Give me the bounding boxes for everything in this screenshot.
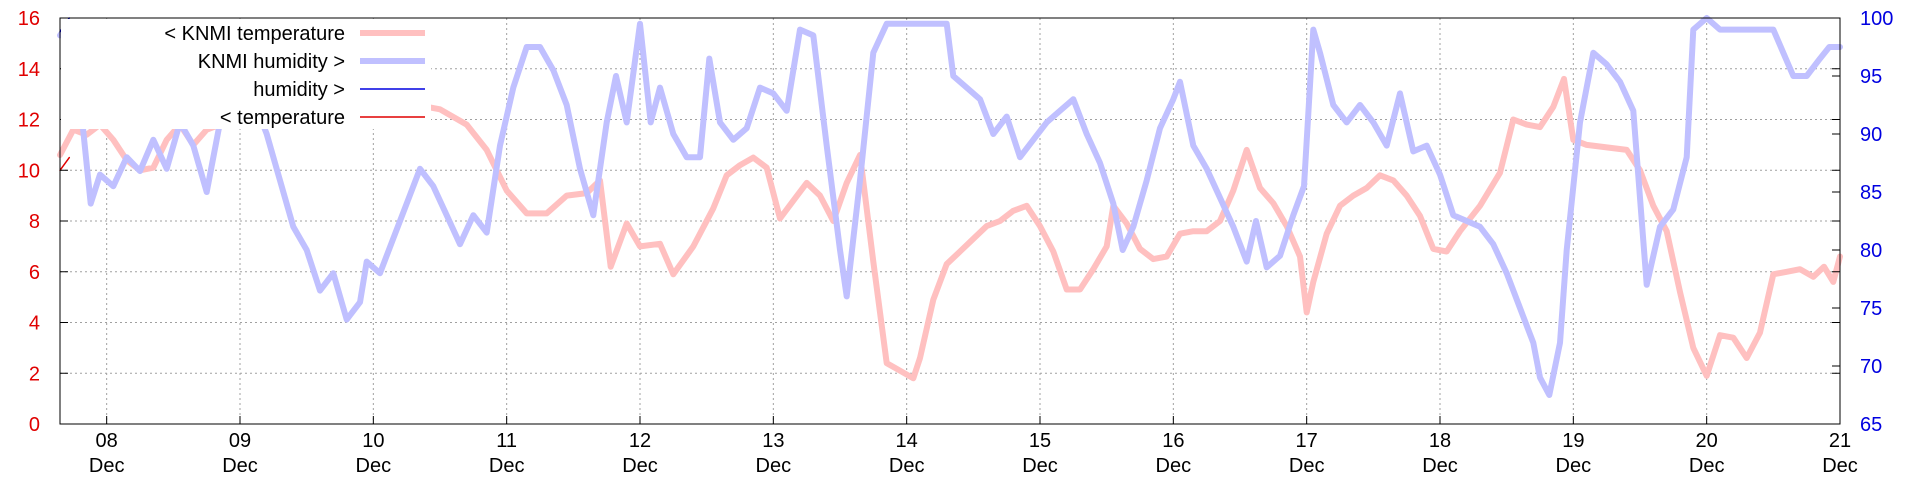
y-left-tick-label: 2	[29, 363, 40, 385]
legend-label: KNMI humidity >	[198, 51, 345, 73]
y-left-tick-label: 14	[18, 59, 40, 81]
y-right-tick-label: 75	[1860, 298, 1882, 320]
x-tick-label-day: 17	[1296, 430, 1318, 452]
legend-background	[61, 19, 431, 129]
x-tick-label-month: Dec	[1422, 455, 1458, 477]
x-tick-label-month: Dec	[222, 455, 258, 477]
x-tick-label-month: Dec	[622, 455, 658, 477]
x-tick-label-day: 18	[1429, 430, 1451, 452]
x-tick-label-day: 08	[96, 430, 118, 452]
y-right-tick-label: 65	[1860, 414, 1882, 436]
legend-label: humidity >	[253, 79, 345, 101]
x-tick-label-month: Dec	[489, 455, 525, 477]
y-left-tick-label: 6	[29, 262, 40, 284]
x-tick-label-day: 14	[896, 430, 918, 452]
y-left-tick-label: 16	[18, 8, 40, 30]
x-tick-label-day: 15	[1029, 430, 1051, 452]
y-left-tick-label: 4	[29, 313, 40, 335]
series-line-3	[59, 156, 71, 172]
x-tick-label-month: Dec	[89, 455, 125, 477]
legend: < KNMI temperature KNMI humidity > humidit…	[61, 19, 431, 129]
y-right-tick-label: 95	[1860, 66, 1882, 88]
axis-ticks: 0 2 4 6 8 10 12 14 16 65 70 75 80 85 90 95 100 08 Dec 09 Dec…	[18, 8, 1894, 477]
x-tick-label-day: 21	[1829, 430, 1851, 452]
y-right-tick-label: 85	[1860, 182, 1882, 204]
series-line-1	[57, 15, 1843, 398]
y-right-tick-label: 80	[1860, 240, 1882, 262]
x-tick-label-day: 13	[762, 430, 784, 452]
legend-label: < KNMI temperature	[164, 23, 345, 45]
y-right-tick-label: 100	[1860, 8, 1893, 30]
x-tick-label-day: 11	[496, 430, 517, 452]
x-tick-label-month: Dec	[1156, 455, 1192, 477]
legend-label: < temperature	[220, 107, 345, 129]
x-tick-label-month: Dec	[889, 455, 925, 477]
x-tick-label-day: 19	[1562, 430, 1584, 452]
x-tick-label-month: Dec	[1822, 455, 1858, 477]
x-tick-label-day: 10	[362, 430, 384, 452]
x-tick-label-month: Dec	[1289, 455, 1325, 477]
y-right-tick-label: 70	[1860, 356, 1882, 378]
x-tick-label-month: Dec	[1022, 455, 1058, 477]
y-right-tick-label: 90	[1860, 124, 1882, 146]
y-left-tick-label: 12	[18, 110, 40, 132]
y-left-tick-label: 10	[18, 160, 40, 182]
x-tick-label-month: Dec	[756, 455, 792, 477]
y-left-tick-label: 8	[29, 211, 40, 233]
x-tick-label-day: 20	[1696, 430, 1718, 452]
x-tick-label-month: Dec	[1556, 455, 1592, 477]
x-tick-label-day: 12	[629, 430, 651, 452]
x-tick-label-day: 16	[1162, 430, 1184, 452]
x-tick-label-month: Dec	[356, 455, 392, 477]
x-tick-label-day: 09	[229, 430, 251, 452]
x-tick-label-month: Dec	[1689, 455, 1725, 477]
y-left-tick-label: 0	[29, 414, 40, 436]
